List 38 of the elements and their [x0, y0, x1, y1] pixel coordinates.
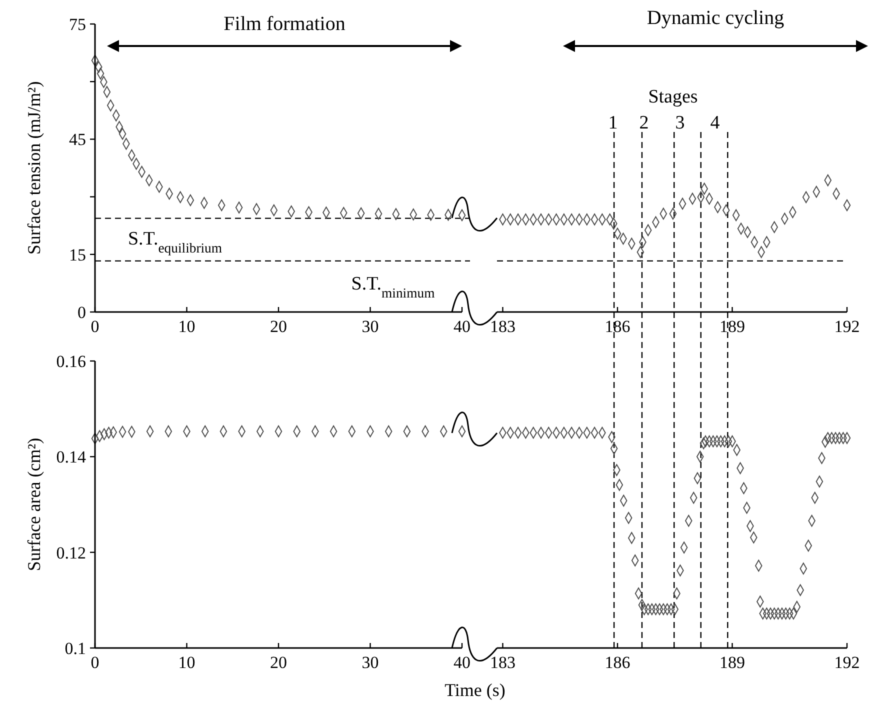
annotation: Stages — [648, 86, 698, 108]
y-tick-label: 15 — [69, 245, 86, 264]
x-axis-title: Time (s) — [444, 680, 506, 700]
annotation: S.T.$_{minimum}$ — [351, 274, 436, 300]
x-tick-label: 186 — [604, 653, 630, 672]
y-axis-title: Surface tension (mJ/m²) — [24, 81, 44, 255]
y-tick-label: 0.14 — [56, 448, 86, 467]
y-tick-label: 0.16 — [56, 352, 86, 371]
y-tick-label: 0.1 — [64, 638, 86, 658]
x-tick-label: 192 — [834, 653, 860, 672]
annotation: S.T.$_{equilibrium}$ — [128, 228, 222, 256]
x-tick-label: 30 — [362, 653, 379, 672]
x-tick-label: 30 — [362, 317, 379, 336]
chart-title: Dynamic cycling — [646, 7, 784, 29]
x-tick-label: 189 — [719, 317, 745, 336]
x-tick-label: 0 — [90, 317, 100, 336]
y-tick-label: 0.12 — [56, 543, 86, 562]
annotation: 4 — [710, 112, 720, 134]
x-tick-label: 189 — [719, 653, 745, 672]
x-tick-label: 186 — [604, 317, 630, 336]
annotation: 1 — [608, 112, 618, 134]
x-tick-label: 20 — [270, 653, 287, 672]
x-tick-label: 192 — [834, 317, 860, 336]
y-axis-title: Surface area (cm²) — [24, 438, 44, 572]
y-tick-label: 0 — [78, 302, 86, 322]
x-tick-label: 10 — [178, 653, 196, 672]
x-tick-label: 0 — [90, 653, 100, 672]
x-tick-label: 10 — [178, 317, 196, 336]
x-tick-label: 40 — [454, 317, 470, 336]
x-tick-label: 20 — [270, 317, 287, 336]
annotation: 2 — [639, 112, 649, 134]
y-tick-label: 75 — [69, 14, 86, 34]
x-tick-label: 183 — [490, 317, 516, 336]
chart-title: Film formation — [224, 13, 346, 35]
y-tick-label: 45 — [69, 130, 86, 150]
x-tick-label: 183 — [490, 653, 516, 672]
x-tick-label: 40 — [454, 653, 470, 672]
annotation: 3 — [675, 112, 685, 134]
